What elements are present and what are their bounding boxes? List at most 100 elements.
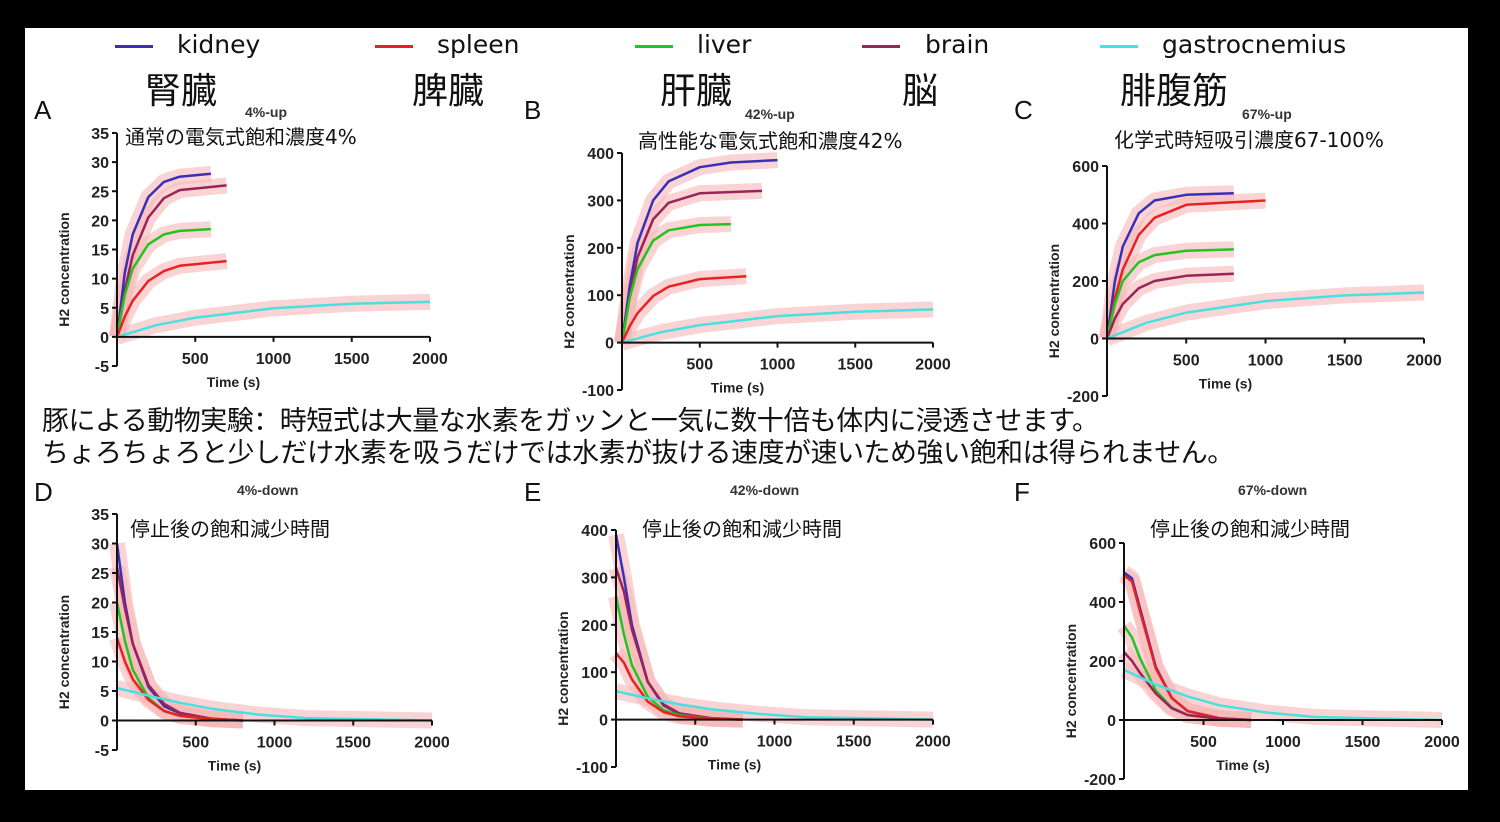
series-line-spleen [115, 637, 244, 722]
x-tick-label: 2000 [412, 351, 448, 368]
x-tick-label: 2000 [915, 734, 951, 751]
panel-d-title: 4%-down [237, 482, 299, 498]
x-tick-label: 2000 [1424, 734, 1460, 751]
body-text-line-1: 豚による動物実験：時短式は大量な水素をガッンと一気に数十倍も体内に浸透させます。 [42, 406, 1099, 437]
y-tick-label: -200 [1084, 772, 1116, 789]
x-tick-label: 2000 [1406, 353, 1442, 370]
y-tick-label: 400 [1072, 217, 1099, 234]
y-tick-label: 0 [100, 714, 109, 731]
panel-letter-d: D [34, 477, 53, 507]
legend-label-spleen: spleen [437, 30, 520, 59]
panel-d: -5 0 5 10 15 20 25 30 35 500 1000 1500 2000 Time (s) H… [56, 507, 450, 774]
x-tick-label: 1500 [335, 735, 371, 752]
series-line-brain [1123, 651, 1252, 722]
y-tick-label: 300 [581, 570, 608, 587]
y-tick-label: 0 [1107, 713, 1116, 730]
y-tick-label: 5 [100, 684, 109, 701]
y-tick-label: 10 [91, 655, 109, 672]
x-axis-label: Time (s) [1216, 757, 1269, 773]
x-tick-label: 500 [1190, 734, 1217, 751]
y-tick-label: -5 [95, 359, 109, 376]
x-tick-label: 1500 [1327, 353, 1363, 370]
legend-label-gastrocnemius: gastrocnemius [1162, 30, 1347, 59]
y-axis-label: H2 concentration [56, 595, 72, 709]
y-axis-label: H2 concentration [561, 234, 577, 348]
legend-swatch-brain [862, 45, 900, 48]
legend-swatch-spleen [375, 45, 413, 48]
series-line-liver [1105, 248, 1234, 339]
y-tick-label: -100 [576, 760, 608, 777]
panel-e: -100 0 100 200 300 400 500 1000 1500 2000 Time (s)… [555, 523, 951, 777]
panel-d-annotation: 停止後の飽和減少時間 [130, 517, 330, 541]
panel-e-annotation: 停止後の飽和減少時間 [642, 517, 842, 541]
y-tick-label: 25 [91, 184, 109, 201]
panel-c: -200 0 200 400 600 500 1000 1500 2000 Time (s) H2 … [1046, 159, 1442, 406]
series-line-brain [1105, 272, 1234, 339]
y-tick-label: 200 [1072, 274, 1099, 291]
series-line-liver [115, 227, 211, 338]
y-tick-label: 30 [91, 155, 109, 172]
x-axis-label: Time (s) [708, 757, 761, 773]
y-tick-label: 400 [581, 523, 608, 540]
x-tick-label: 500 [1173, 353, 1200, 370]
x-tick-label: 1000 [1265, 734, 1301, 751]
y-tick-label: 10 [91, 272, 109, 289]
series-line-spleen [115, 259, 227, 338]
x-tick-label: 500 [182, 735, 209, 752]
x-tick-label: 2000 [414, 735, 450, 752]
series-line-brain [115, 184, 227, 338]
x-tick-label: 500 [182, 351, 209, 368]
panel-a-annotation: 通常の電気式飽和濃度4% [125, 125, 357, 149]
error-band-gastrocnemius [619, 301, 934, 351]
legend-ja-spleen: 脾臓 [412, 71, 485, 112]
legend-swatch-gastrocnemius [1100, 45, 1138, 48]
panel-e-title: 42%-down [730, 482, 800, 498]
y-tick-label: 35 [91, 507, 109, 524]
panel-b: -100 0 100 200 300 400 500 1000 1500 2000 Time (s)… [561, 146, 951, 400]
panel-letter-a: A [34, 95, 52, 125]
legend-label-kidney: kidney [177, 30, 261, 59]
y-tick-label: 0 [605, 336, 614, 353]
panel-f: -200 0 200 400 600 500 1000 1500 2000 Time (s) H2 … [1063, 536, 1460, 789]
y-tick-label: 0 [100, 330, 109, 347]
legend-ja-brain: 脳 [902, 71, 939, 112]
y-axis-label: H2 concentration [1046, 244, 1062, 358]
series-line-spleen [1105, 199, 1266, 339]
x-tick-label: 500 [686, 357, 713, 374]
series-line-kidney [115, 172, 212, 338]
series-line-gastrocnemius [615, 689, 934, 721]
error-band-gastrocnemius [1104, 284, 1425, 346]
y-tick-label: -5 [95, 743, 109, 760]
panel-letter-e: E [524, 477, 542, 507]
panel-c-annotation: 化学式時短吸引濃度67-100% [1114, 128, 1384, 152]
panel-letter-b: B [524, 95, 542, 125]
legend-ja-gastrocnemius: 腓腹筋 [1120, 71, 1229, 112]
legend-swatch-liver [635, 45, 673, 48]
y-tick-label: 100 [581, 665, 608, 682]
y-tick-label: 600 [1089, 536, 1116, 553]
x-tick-label: 1500 [1345, 734, 1381, 751]
series-line-gastrocnemius [1106, 291, 1425, 340]
y-tick-label: 20 [91, 213, 109, 230]
series-line-spleen [615, 652, 743, 721]
panel-letter-f: F [1014, 477, 1030, 507]
y-tick-label: 20 [91, 596, 109, 613]
series-line-kidney [620, 158, 778, 343]
x-tick-label: 500 [682, 734, 709, 751]
legend-label-liver: liver [697, 30, 752, 59]
x-tick-label: 1500 [837, 357, 873, 374]
y-tick-label: -200 [1067, 389, 1099, 406]
x-tick-label: 1000 [257, 735, 293, 752]
panel-b-title: 42%-up [745, 106, 795, 122]
x-axis-label: Time (s) [207, 374, 260, 390]
x-tick-label: 1000 [760, 357, 796, 374]
y-tick-label: 35 [91, 126, 109, 143]
series-line-gastrocnemius [116, 686, 433, 722]
y-axis-label: H2 concentration [56, 212, 72, 326]
x-tick-label: 1000 [757, 734, 793, 751]
body-text-line-2: ちょろちょろと少しだけ水素を吸うだけでは水素が抜ける速度が速いため強い飽和は得ら… [42, 438, 1234, 469]
y-tick-label: 100 [587, 288, 614, 305]
series-line-gastrocnemius [116, 300, 431, 339]
y-tick-label: 5 [100, 301, 109, 318]
